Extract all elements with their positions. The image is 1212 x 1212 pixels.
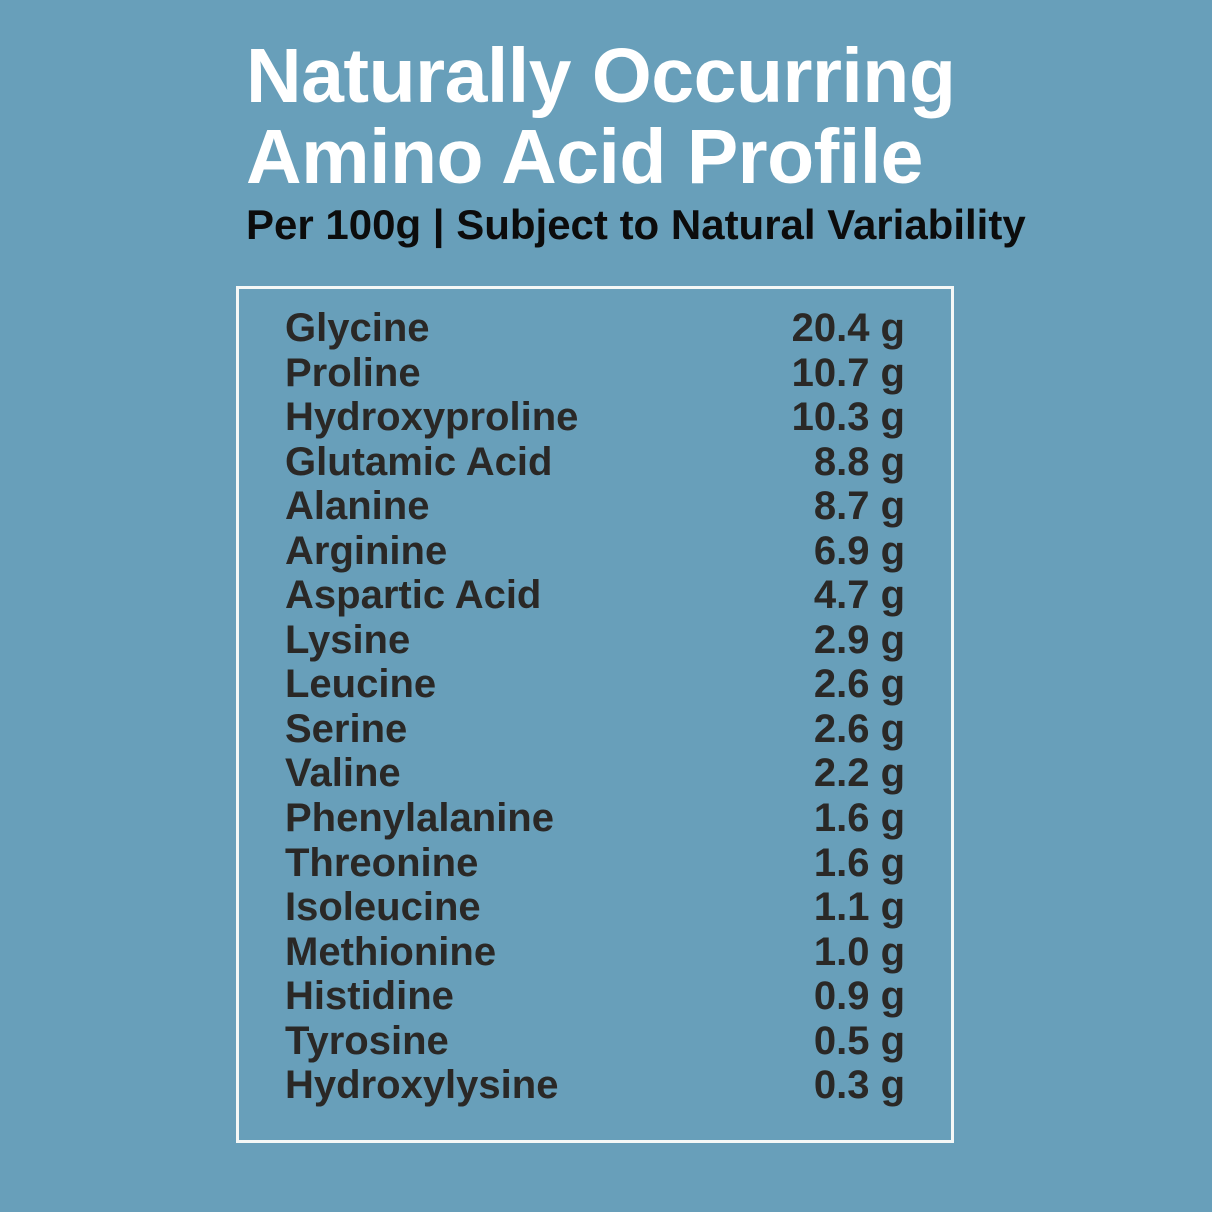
table-row: Isoleucine 1.1 g [285, 885, 905, 930]
amino-name: Phenylalanine [285, 796, 554, 841]
amino-value: 8.8 g [813, 439, 905, 484]
amino-name: Serine [285, 706, 408, 751]
page-title-line1: Naturally Occurring [246, 33, 956, 119]
table-row: Threonine 1.6 g [285, 841, 905, 886]
table-row: Alanine 8.7 g [285, 484, 905, 529]
amino-value: 2.2 g [813, 751, 905, 796]
table-row: Hydroxylysine 0.3 g [285, 1063, 905, 1108]
amino-value: 10.7 g [791, 350, 905, 395]
amino-name: Leucine [285, 662, 437, 707]
amino-value: 1.6 g [813, 840, 905, 885]
amino-name: Glutamic Acid [285, 439, 553, 484]
table-row: Leucine 2.6 g [285, 662, 905, 707]
amino-value: 2.6 g [813, 662, 905, 707]
amino-name: Arginine [285, 528, 448, 573]
amino-value: 1.6 g [813, 796, 905, 841]
amino-value: 1.0 g [813, 929, 905, 974]
amino-value: 8.7 g [813, 484, 905, 529]
amino-name: Tyrosine [285, 1018, 449, 1063]
amino-name: Isoleucine [285, 885, 481, 930]
page-title: Naturally Occurring Amino Acid Profile [246, 33, 956, 200]
amino-name: Proline [285, 350, 421, 395]
amino-value: 10.3 g [791, 395, 905, 440]
table-row: Valine 2.2 g [285, 751, 905, 796]
amino-value: 6.9 g [813, 528, 905, 573]
amino-name: Threonine [285, 840, 479, 885]
table-row: Hydroxyproline 10.3 g [285, 395, 905, 440]
page-subtitle: Per 100g | Subject to Natural Variabilit… [246, 201, 1026, 248]
table-row: Lysine 2.9 g [285, 618, 905, 663]
amino-name: Alanine [285, 484, 430, 529]
table-row: Glycine 20.4 g [285, 306, 905, 351]
table-row: Glutamic Acid 8.8 g [285, 440, 905, 485]
amino-value: 0.3 g [813, 1063, 905, 1108]
amino-name: Aspartic Acid [285, 573, 542, 618]
amino-name: Methionine [285, 929, 497, 974]
page-title-line2: Amino Acid Profile [246, 114, 923, 200]
amino-name: Glycine [285, 306, 430, 350]
amino-value: 0.9 g [813, 974, 905, 1019]
amino-name: Lysine [285, 617, 411, 662]
amino-name: Hydroxylysine [285, 1063, 559, 1108]
table-row: Aspartic Acid 4.7 g [285, 573, 905, 618]
table-row: Histidine 0.9 g [285, 974, 905, 1019]
amino-value: 20.4 g [791, 306, 905, 350]
table-row: Proline 10.7 g [285, 351, 905, 396]
table-row: Methionine 1.0 g [285, 930, 905, 975]
table-row: Tyrosine 0.5 g [285, 1019, 905, 1064]
amino-value: 2.9 g [813, 617, 905, 662]
amino-name: Valine [285, 751, 401, 796]
amino-value: 0.5 g [813, 1018, 905, 1063]
amino-value: 4.7 g [813, 573, 905, 618]
amino-acid-panel: Glycine 20.4 g Proline 10.7 g Hydroxypro… [236, 286, 954, 1143]
table-row: Arginine 6.9 g [285, 529, 905, 574]
table-row: Phenylalanine 1.6 g [285, 796, 905, 841]
amino-value: 1.1 g [813, 885, 905, 930]
amino-table: Glycine 20.4 g Proline 10.7 g Hydroxypro… [285, 306, 905, 1108]
amino-value: 2.6 g [813, 706, 905, 751]
table-row: Serine 2.6 g [285, 707, 905, 752]
amino-name: Histidine [285, 974, 454, 1019]
amino-name: Hydroxyproline [285, 395, 579, 440]
